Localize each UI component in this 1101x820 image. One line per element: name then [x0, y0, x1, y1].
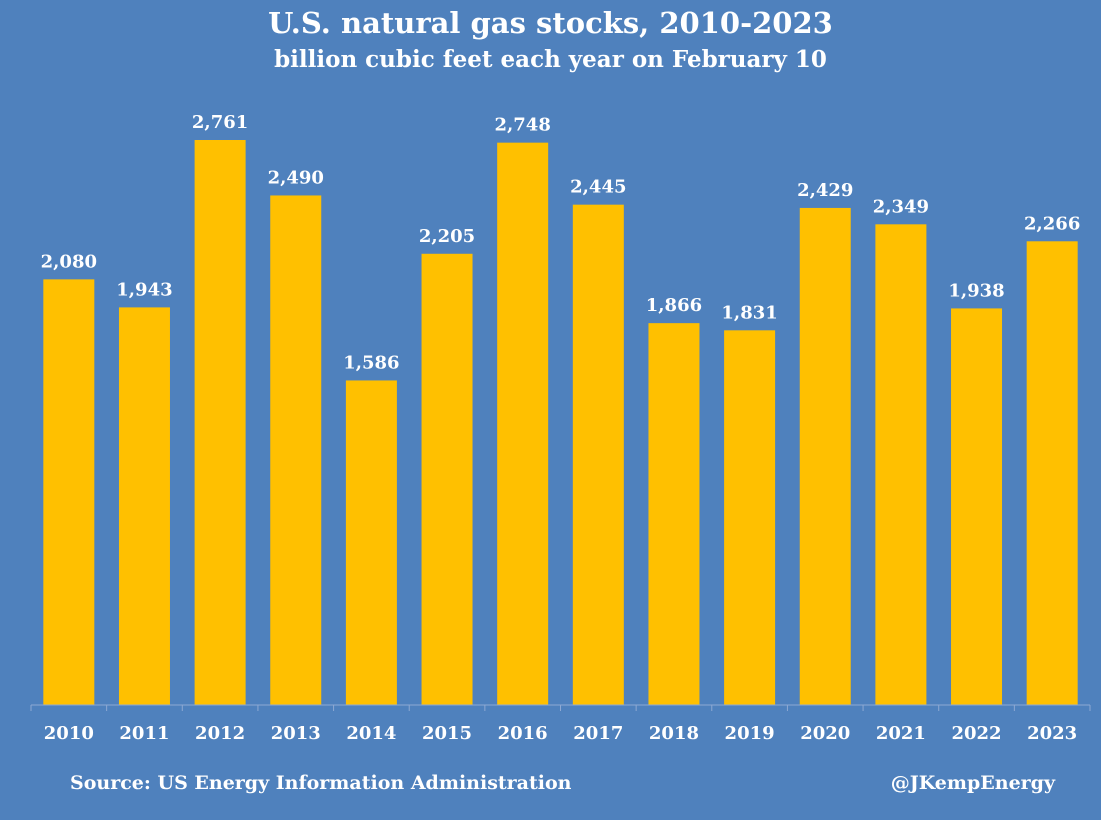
value-label-2023: 2,266 — [1024, 213, 1080, 234]
value-label-2020: 2,429 — [797, 180, 853, 201]
value-label-2019: 1,831 — [721, 302, 777, 323]
bar-2021 — [875, 224, 927, 705]
tick-label-2016: 2016 — [498, 723, 548, 744]
tick-label-2023: 2023 — [1027, 723, 1077, 744]
bar-2014 — [345, 380, 397, 705]
bars-group — [43, 140, 1078, 706]
tick-label-2015: 2015 — [422, 723, 472, 744]
bar-2013 — [270, 195, 322, 705]
value-label-2016: 2,748 — [494, 115, 550, 136]
value-label-2013: 2,490 — [268, 167, 324, 188]
bar-2015 — [421, 253, 473, 705]
chart-title: U.S. natural gas stocks, 2010-2023 — [268, 6, 833, 40]
author-handle: @JKempEnergy — [890, 772, 1055, 794]
value-label-2018: 1,866 — [646, 295, 702, 316]
tick-label-2017: 2017 — [573, 723, 623, 744]
bar-2022 — [951, 308, 1003, 705]
bar-2011 — [118, 307, 170, 705]
bar-2019 — [724, 330, 776, 705]
value-label-2022: 1,938 — [948, 280, 1004, 301]
tick-label-2012: 2012 — [195, 723, 245, 744]
source-note: Source: US Energy Information Administra… — [70, 772, 572, 794]
bar-2018 — [648, 323, 700, 705]
chart-subtitle: billion cubic feet each year on February… — [274, 46, 827, 73]
value-label-2010: 2,080 — [41, 251, 97, 272]
tick-label-2013: 2013 — [271, 723, 321, 744]
tick-label-2020: 2020 — [800, 723, 850, 744]
bar-2012 — [194, 140, 246, 705]
tick-label-2018: 2018 — [649, 723, 699, 744]
value-label-2017: 2,445 — [570, 177, 626, 198]
bar-2017 — [572, 204, 624, 705]
tick-label-2010: 2010 — [44, 723, 94, 744]
tick-label-2011: 2011 — [119, 723, 169, 744]
value-label-2021: 2,349 — [873, 196, 929, 217]
bar-2020 — [799, 207, 851, 705]
tick-label-2019: 2019 — [725, 723, 775, 744]
value-label-2014: 1,586 — [343, 352, 399, 373]
x-axis-tick-labels-group: 2010 2011 2012 2013 2014 2015 2016 2017 2018 2019… — [44, 723, 1077, 744]
value-label-2011: 1,943 — [116, 279, 172, 300]
bar-2010 — [43, 279, 95, 705]
x-axis-ticks-group — [30, 705, 1091, 711]
tick-label-2021: 2021 — [876, 723, 926, 744]
bar-2016 — [497, 142, 549, 705]
value-label-2015: 2,205 — [419, 226, 475, 247]
tick-label-2022: 2022 — [951, 723, 1001, 744]
value-label-2012: 2,761 — [192, 112, 248, 133]
value-labels-group: 2,080 1,943 2,761 2,490 1,586 2,205 2,748 2,445… — [41, 112, 1081, 373]
bar-2023 — [1026, 241, 1078, 706]
tick-label-2014: 2014 — [346, 723, 396, 744]
